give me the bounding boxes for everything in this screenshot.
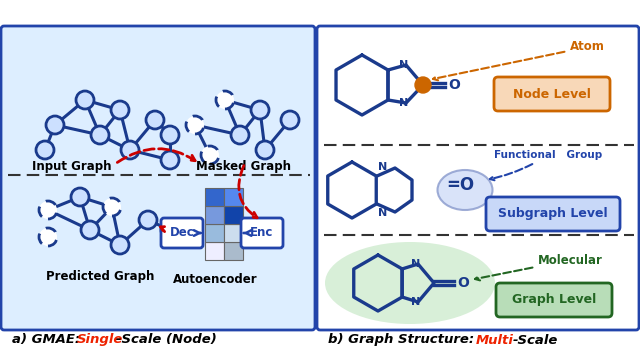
FancyBboxPatch shape — [494, 77, 610, 111]
Circle shape — [81, 221, 99, 239]
Text: N: N — [412, 297, 420, 307]
Text: -Scale (Node): -Scale (Node) — [116, 333, 217, 346]
Circle shape — [146, 111, 164, 129]
Text: a) GMAE:: a) GMAE: — [12, 333, 84, 346]
Text: Atom: Atom — [433, 40, 605, 80]
Circle shape — [281, 111, 299, 129]
Circle shape — [186, 116, 204, 134]
Circle shape — [201, 146, 219, 164]
FancyBboxPatch shape — [496, 283, 612, 317]
Text: Node Level: Node Level — [513, 87, 591, 100]
Circle shape — [76, 91, 94, 109]
Circle shape — [46, 116, 64, 134]
Ellipse shape — [325, 242, 495, 324]
Circle shape — [103, 198, 121, 216]
Text: -Scale: -Scale — [513, 333, 558, 346]
Text: O: O — [457, 276, 469, 290]
Bar — [224, 188, 243, 206]
Text: N: N — [378, 162, 388, 172]
Text: O: O — [448, 78, 460, 92]
FancyBboxPatch shape — [486, 197, 620, 231]
Text: N: N — [412, 259, 420, 269]
Text: Dec: Dec — [170, 226, 195, 240]
Text: Multi: Multi — [476, 333, 514, 346]
Text: Masked Graph: Masked Graph — [195, 160, 291, 173]
Circle shape — [39, 201, 57, 219]
FancyBboxPatch shape — [161, 218, 203, 248]
Circle shape — [415, 77, 431, 93]
Text: N: N — [399, 60, 408, 70]
Text: b) Graph Structure:: b) Graph Structure: — [328, 333, 479, 346]
Circle shape — [231, 126, 249, 144]
Text: =O: =O — [446, 176, 474, 194]
Text: Enc: Enc — [250, 226, 274, 240]
Circle shape — [216, 91, 234, 109]
Circle shape — [71, 188, 89, 206]
Circle shape — [121, 141, 139, 159]
Text: Autoencoder: Autoencoder — [173, 273, 257, 286]
Circle shape — [111, 101, 129, 119]
Bar — [224, 206, 243, 224]
Bar — [205, 224, 224, 242]
Text: Molecular: Molecular — [475, 253, 603, 280]
Bar — [224, 224, 243, 242]
FancyBboxPatch shape — [317, 26, 639, 330]
Circle shape — [251, 101, 269, 119]
Circle shape — [161, 126, 179, 144]
Circle shape — [139, 211, 157, 229]
Text: Graph Level: Graph Level — [512, 294, 596, 306]
Bar — [205, 206, 224, 224]
Circle shape — [36, 141, 54, 159]
Circle shape — [161, 151, 179, 169]
Text: N: N — [399, 98, 408, 108]
Bar — [224, 242, 243, 260]
Text: Single: Single — [77, 333, 124, 346]
Circle shape — [161, 221, 179, 239]
Text: Subgraph Level: Subgraph Level — [498, 208, 608, 220]
Circle shape — [111, 236, 129, 254]
Text: Input Graph: Input Graph — [32, 160, 112, 173]
FancyBboxPatch shape — [241, 218, 283, 248]
Text: Predicted Graph: Predicted Graph — [46, 270, 154, 283]
Text: Functional   Group: Functional Group — [490, 150, 602, 180]
Ellipse shape — [438, 170, 493, 210]
Bar — [205, 188, 224, 206]
Circle shape — [39, 228, 57, 246]
Circle shape — [91, 126, 109, 144]
Bar — [205, 242, 224, 260]
Text: N: N — [378, 208, 388, 218]
FancyBboxPatch shape — [1, 26, 315, 330]
Circle shape — [256, 141, 274, 159]
